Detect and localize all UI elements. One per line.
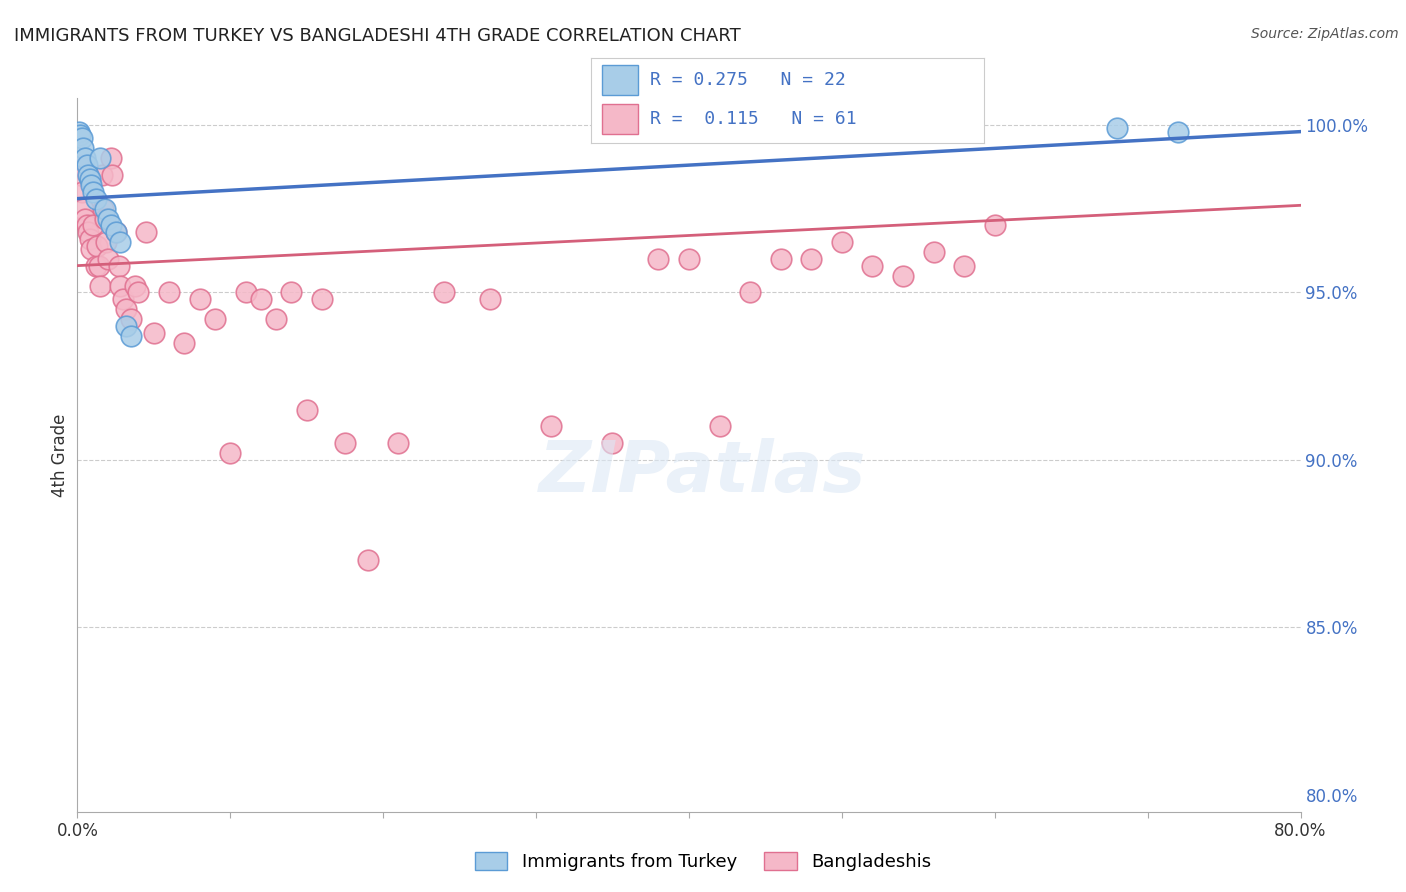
Point [90, 168, 112, 182]
Point [219, 446, 242, 460]
Point [124, 278, 146, 293]
Point [77, 168, 100, 182]
Point [204, 312, 226, 326]
Point [264, 312, 287, 326]
Point [1107, 121, 1129, 136]
Point [250, 292, 273, 306]
Point [69, 168, 91, 182]
Point [69, 128, 91, 142]
Point [953, 259, 976, 273]
Point [311, 292, 333, 306]
Legend: Immigrants from Turkey, Bangladeshis: Immigrants from Turkey, Bangladeshis [468, 845, 938, 879]
Point [89, 278, 111, 293]
Point [76, 158, 98, 172]
Point [89, 152, 111, 166]
Point [101, 168, 124, 182]
Point [891, 268, 914, 283]
Point [77, 225, 100, 239]
Point [80, 242, 103, 256]
Point [84, 259, 107, 273]
Point [108, 235, 131, 250]
Point [91, 202, 114, 216]
Y-axis label: 4th Grade: 4th Grade [51, 413, 69, 497]
Point [357, 553, 380, 567]
Point [80, 178, 103, 193]
Point [984, 219, 1007, 233]
Point [647, 252, 669, 266]
Text: ZIPatlas: ZIPatlas [540, 438, 866, 508]
Point [120, 329, 142, 343]
Point [740, 285, 762, 300]
Point [100, 219, 122, 233]
Point [107, 259, 129, 273]
Point [280, 285, 302, 300]
Point [112, 292, 135, 306]
Text: R = 0.275   N = 22: R = 0.275 N = 22 [650, 71, 845, 89]
Point [115, 318, 138, 333]
Point [678, 252, 700, 266]
Point [295, 402, 318, 417]
Point [100, 152, 122, 166]
Point [73, 211, 96, 226]
Point [108, 278, 131, 293]
Point [479, 292, 502, 306]
Point [96, 235, 118, 250]
Point [86, 238, 108, 252]
Point [79, 232, 101, 246]
Point [79, 171, 101, 186]
Point [831, 235, 853, 250]
Text: R =  0.115   N = 61: R = 0.115 N = 61 [650, 110, 856, 128]
Point [800, 252, 823, 266]
Text: Source: ZipAtlas.com: Source: ZipAtlas.com [1251, 27, 1399, 41]
Point [157, 285, 180, 300]
Point [135, 225, 157, 239]
Point [862, 259, 884, 273]
Point [104, 225, 127, 239]
Point [769, 252, 792, 266]
Point [97, 252, 120, 266]
Point [1167, 125, 1189, 139]
Point [235, 285, 257, 300]
Point [82, 185, 104, 199]
Point [76, 219, 98, 233]
Point [70, 185, 93, 199]
Point [922, 245, 945, 260]
Point [188, 292, 211, 306]
Point [94, 202, 117, 216]
Point [128, 285, 150, 300]
Point [82, 219, 104, 233]
Point [73, 152, 96, 166]
Point [120, 312, 142, 326]
Point [67, 158, 90, 172]
Point [709, 419, 731, 434]
Point [333, 436, 356, 450]
Point [540, 419, 562, 434]
Point [907, 121, 929, 136]
Point [115, 302, 138, 317]
FancyBboxPatch shape [602, 65, 638, 95]
Point [387, 436, 409, 450]
Point [87, 259, 110, 273]
Point [70, 131, 93, 145]
Point [72, 141, 94, 155]
Point [67, 125, 90, 139]
Text: IMMIGRANTS FROM TURKEY VS BANGLADESHI 4TH GRADE CORRELATION CHART: IMMIGRANTS FROM TURKEY VS BANGLADESHI 4T… [14, 27, 741, 45]
Point [433, 285, 456, 300]
Point [142, 326, 165, 340]
Point [72, 202, 94, 216]
Point [104, 225, 127, 239]
Point [84, 192, 107, 206]
Point [97, 211, 120, 226]
Point [173, 335, 195, 350]
Point [94, 211, 117, 226]
Point [602, 436, 624, 450]
FancyBboxPatch shape [602, 103, 638, 134]
